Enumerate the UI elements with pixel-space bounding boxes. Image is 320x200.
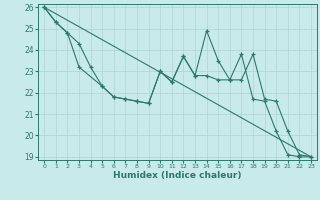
X-axis label: Humidex (Indice chaleur): Humidex (Indice chaleur) bbox=[113, 171, 242, 180]
